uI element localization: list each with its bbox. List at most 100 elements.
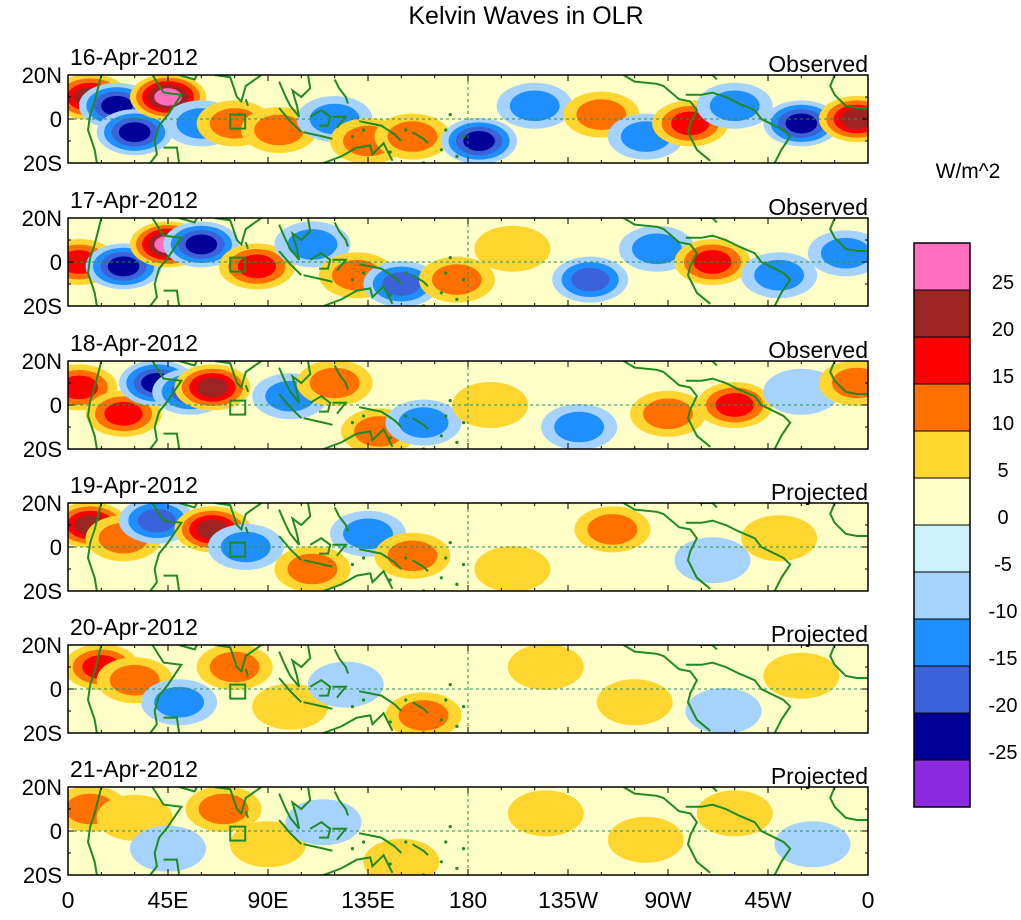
x-tick-label: 135W: [538, 887, 598, 913]
coastline: [829, 503, 868, 537]
panel-date-label: 18-Apr-2012: [70, 330, 198, 356]
island: [350, 135, 355, 139]
island: [404, 128, 408, 132]
coastline: [623, 787, 711, 874]
colorbar-level-label: 15: [992, 366, 1014, 388]
coastline: [829, 645, 868, 679]
coastline: [178, 218, 199, 224]
island: [461, 278, 466, 282]
coastline: [323, 427, 394, 449]
island: [461, 421, 466, 425]
anomaly-10: [474, 225, 551, 272]
colorbar-swatch: [913, 759, 971, 808]
panel-date-label: 19-Apr-2012: [70, 472, 198, 498]
coastline: [309, 252, 332, 270]
coastline: [685, 234, 792, 306]
anomaly-contour: [209, 651, 260, 683]
anomaly-contour: [831, 367, 868, 399]
island: [404, 556, 408, 560]
coastline: [278, 250, 303, 276]
island: [404, 271, 408, 275]
coastline: [358, 406, 403, 428]
panel-2: 20N 0 20S 17-Apr-2012 Observed: [22, 187, 869, 319]
anomaly-contour: [287, 553, 338, 585]
anomaly-contour: [509, 90, 560, 122]
island: [461, 847, 466, 851]
colorbar-level-label: 5: [997, 460, 1008, 482]
coastline: [358, 832, 403, 854]
colorbar-swatch: [913, 477, 971, 526]
anomaly-contour: [576, 99, 627, 130]
anomaly-contour: [607, 816, 684, 863]
island: [444, 698, 448, 702]
coastline: [163, 716, 181, 733]
coastline: [178, 75, 199, 81]
coastline: [685, 803, 792, 875]
coastline: [163, 146, 181, 163]
coastline: [323, 141, 394, 163]
coastline: [214, 503, 262, 532]
coastline: [323, 569, 394, 591]
anomaly-11: [441, 118, 518, 163]
coastline: [699, 787, 718, 793]
anomaly-contour: [685, 688, 762, 733]
anomaly-contour: [287, 229, 338, 260]
anomaly-contour: [107, 256, 140, 277]
island: [361, 414, 366, 418]
y-tick-label: 20S: [23, 294, 62, 319]
y-tick-label: 0: [50, 393, 62, 418]
anomaly-contour: [185, 234, 218, 255]
coastline: [323, 284, 394, 306]
panel-date-label: 17-Apr-2012: [70, 187, 198, 213]
island: [350, 278, 355, 282]
coastline: [149, 75, 184, 163]
y-tick-label: 20S: [23, 863, 62, 888]
anomaly-contour: [387, 121, 438, 152]
coastline: [323, 853, 394, 875]
coastline: [829, 75, 868, 109]
coastline: [309, 109, 332, 127]
island: [461, 705, 466, 709]
colorbar-swatch: [913, 665, 971, 714]
panel-date-label: 21-Apr-2012: [70, 756, 198, 782]
coastline: [86, 787, 103, 875]
coastline: [244, 241, 249, 250]
anomaly-15: [807, 230, 868, 277]
panel-4: 20N 0 20S 19-Apr-2012 Projected: [22, 472, 869, 604]
x-tick-label: 0: [62, 887, 75, 913]
island: [388, 436, 392, 440]
index-box: [229, 113, 247, 130]
anomaly-contour: [198, 793, 249, 825]
x-axis: 0 45E 90E 135E 180 135W 90W 45W 0: [62, 887, 875, 913]
coastline: [332, 258, 348, 272]
colorbar-level-label: 10: [992, 413, 1014, 435]
colorbar-units-label: W/m^2: [936, 160, 1001, 183]
coastline: [411, 559, 429, 572]
coastline: [244, 98, 249, 107]
island: [404, 414, 408, 418]
anomaly-9: [596, 679, 673, 726]
coastline: [309, 395, 332, 413]
panel-field: [68, 75, 868, 163]
colorbar-swatch: [913, 524, 971, 573]
coastline: [685, 377, 792, 449]
anomaly-9: [474, 546, 551, 591]
anomaly-contour: [571, 267, 610, 292]
anomaly-5: [174, 364, 251, 411]
island: [361, 128, 366, 132]
coastline: [178, 645, 199, 651]
panel-status-label: Projected: [771, 479, 868, 505]
anomaly-11: [541, 404, 618, 449]
coastline: [278, 677, 303, 703]
coastline: [244, 526, 249, 535]
anomaly-5: [230, 821, 306, 868]
coastline: [411, 417, 429, 430]
anomaly-contour: [387, 540, 438, 572]
y-tick-label: 20S: [23, 579, 62, 604]
anomaly-contour: [754, 259, 805, 291]
y-tick-label: 20S: [23, 721, 62, 746]
coastline: [699, 361, 718, 367]
anomaly-10: [374, 113, 451, 160]
coastline: [323, 711, 394, 733]
panels-group: 20N 0 20S 16-Apr-2012 Observed 20N 0 20S 17-Apr-…: [22, 44, 869, 888]
